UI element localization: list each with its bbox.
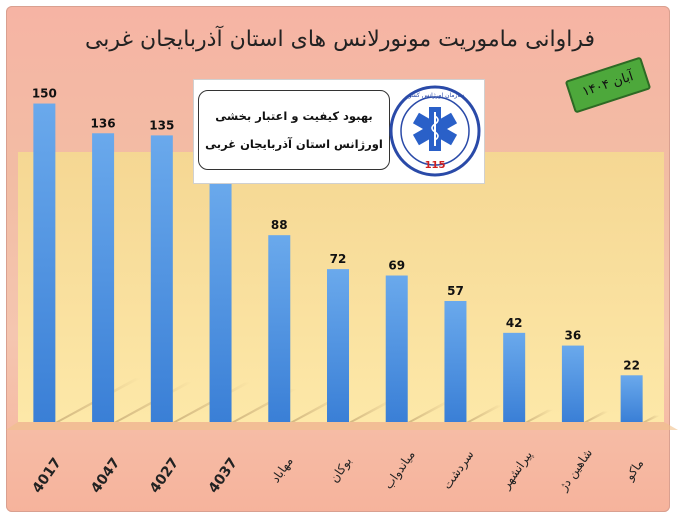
category-label: مهاباد bbox=[268, 454, 296, 485]
bar-سردشت bbox=[444, 300, 467, 422]
bar-shadow bbox=[407, 401, 451, 422]
data-label: 136 bbox=[91, 116, 116, 130]
bar-مهاباد bbox=[268, 235, 291, 422]
bar-شاهین دژ bbox=[561, 345, 584, 422]
chart-title: فراوانی ماموریت مونورلانس های استان آذرب… bbox=[84, 27, 596, 52]
data-label: 42 bbox=[506, 316, 523, 330]
category-label: 4037 bbox=[206, 455, 241, 496]
bar-پیرانشهر bbox=[503, 332, 526, 422]
data-label: 69 bbox=[388, 259, 405, 273]
bar-shadow bbox=[525, 409, 554, 422]
org-line-2: اورژانس استان آذربایجان غربی bbox=[205, 137, 383, 151]
data-label: 72 bbox=[330, 252, 347, 266]
bar-4027 bbox=[150, 135, 173, 422]
data-label: 22 bbox=[623, 358, 640, 372]
logo-caption: سازمان اورژانس کشور bbox=[405, 92, 465, 99]
data-label: 150 bbox=[32, 87, 57, 101]
category-label: بوکان bbox=[327, 454, 355, 485]
data-label: 36 bbox=[565, 329, 582, 343]
category-label: 4027 bbox=[147, 455, 182, 496]
category-label: پیرانشهر bbox=[498, 448, 536, 493]
bar-4017 bbox=[33, 103, 56, 423]
data-label: 88 bbox=[271, 218, 288, 232]
organization-name: بهبود کیفیت و اعتبار بخشی اورژانس استان … bbox=[198, 90, 390, 170]
star-of-life-icon bbox=[412, 107, 458, 151]
bar-shadow bbox=[349, 400, 394, 422]
bar-4037 bbox=[209, 182, 232, 422]
org-line-1: بهبود کیفیت و اعتبار بخشی bbox=[215, 109, 373, 123]
emergency-logo: 115 سازمان اورژانس کشور bbox=[389, 85, 481, 177]
bar-shadow bbox=[466, 405, 503, 422]
category-label: سردشت bbox=[440, 448, 477, 493]
bar-shadow bbox=[642, 415, 661, 422]
bar-بوکان bbox=[327, 269, 349, 422]
data-label: 135 bbox=[149, 118, 174, 132]
data-label: 57 bbox=[447, 284, 464, 298]
category-label: ماکو bbox=[622, 457, 647, 484]
bar-میاندواب bbox=[385, 275, 408, 422]
logo-number: 115 bbox=[425, 160, 446, 171]
bar-ماکو bbox=[620, 375, 643, 422]
organization-card: بهبود کیفیت و اعتبار بخشی اورژانس استان … bbox=[193, 79, 485, 184]
category-label: شاهین دژ bbox=[556, 446, 596, 495]
category-label: میاندواب bbox=[381, 448, 418, 492]
category-label: 4047 bbox=[88, 455, 123, 496]
category-label: 4017 bbox=[29, 455, 64, 496]
bar-4047 bbox=[92, 133, 115, 423]
bar-shadow bbox=[583, 411, 610, 422]
plot-floor bbox=[6, 422, 678, 430]
